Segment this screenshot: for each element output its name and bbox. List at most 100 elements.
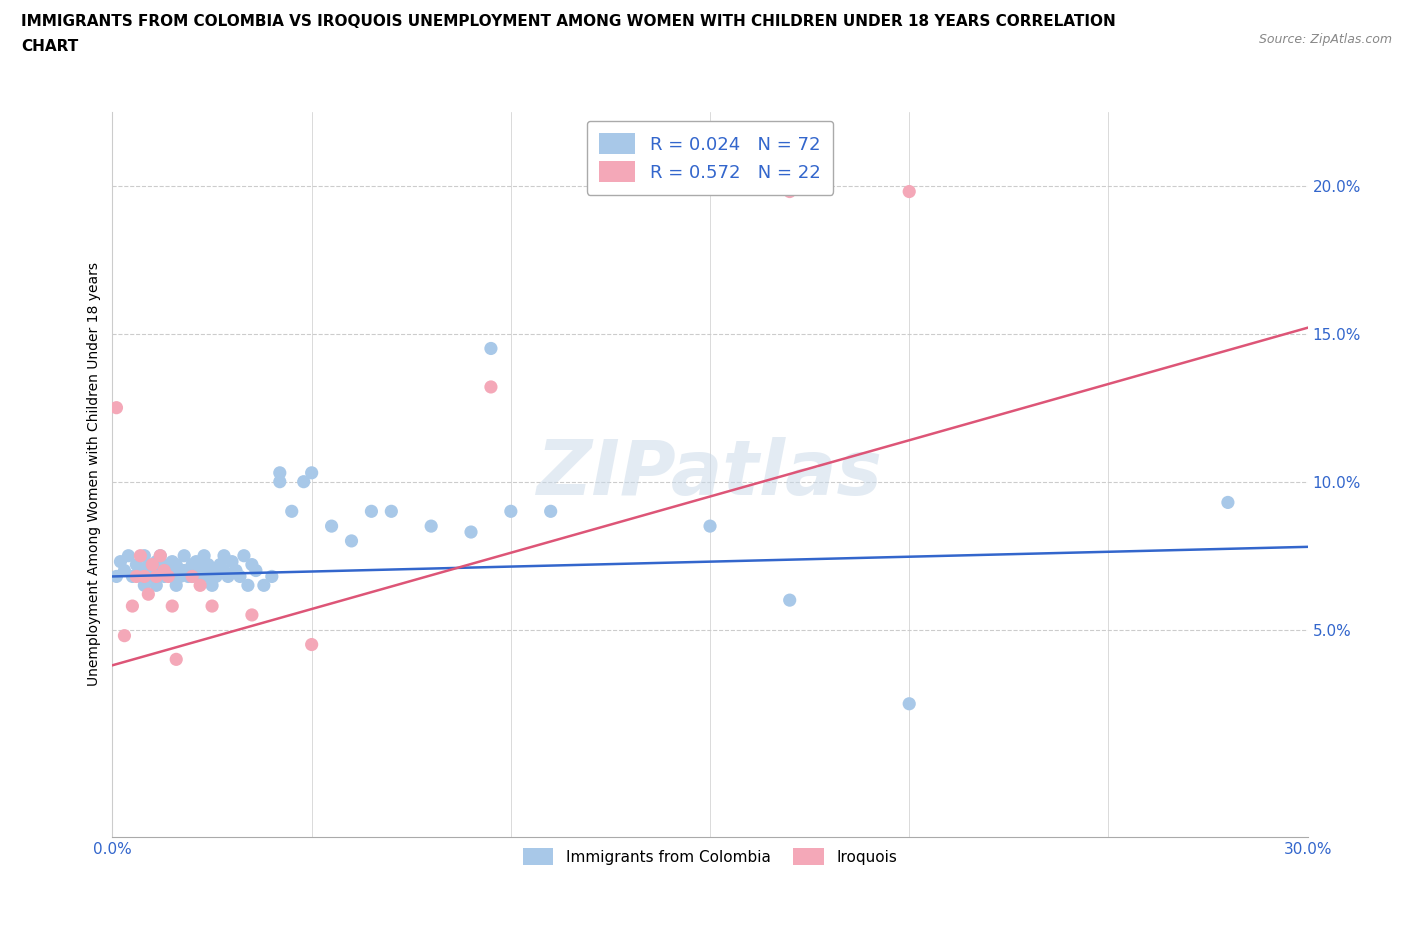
- Point: [149, 563, 172, 578]
- Point: [141, 557, 163, 572]
- Point: [236, 578, 259, 592]
- Point: [149, 549, 172, 564]
- Point: [499, 504, 522, 519]
- Point: [157, 563, 180, 578]
- Point: [188, 563, 211, 578]
- Point: [193, 549, 215, 564]
- Point: [292, 474, 315, 489]
- Y-axis label: Unemployment Among Women with Children Under 18 years: Unemployment Among Women with Children U…: [87, 262, 101, 686]
- Point: [188, 569, 211, 584]
- Point: [157, 569, 180, 584]
- Point: [205, 569, 228, 584]
- Point: [898, 184, 921, 199]
- Point: [162, 554, 183, 569]
- Point: [779, 184, 801, 199]
- Legend: Immigrants from Colombia, Iroquois: Immigrants from Colombia, Iroquois: [515, 840, 905, 873]
- Point: [1216, 495, 1239, 510]
- Point: [117, 549, 139, 564]
- Point: [420, 519, 443, 534]
- Point: [181, 557, 204, 572]
- Text: Source: ZipAtlas.com: Source: ZipAtlas.com: [1258, 33, 1392, 46]
- Point: [479, 341, 502, 356]
- Point: [253, 578, 276, 592]
- Point: [145, 569, 167, 584]
- Point: [269, 474, 291, 489]
- Point: [221, 554, 243, 569]
- Point: [260, 569, 283, 584]
- Point: [149, 549, 172, 564]
- Point: [245, 563, 267, 578]
- Point: [321, 519, 343, 534]
- Point: [898, 697, 921, 711]
- Point: [212, 563, 235, 578]
- Point: [134, 549, 156, 564]
- Point: [169, 569, 191, 584]
- Point: [269, 465, 291, 480]
- Point: [217, 569, 239, 584]
- Point: [125, 557, 148, 572]
- Point: [209, 557, 232, 572]
- Point: [240, 557, 263, 572]
- Point: [188, 578, 211, 592]
- Point: [186, 554, 208, 569]
- Point: [153, 569, 176, 584]
- Point: [153, 563, 176, 578]
- Point: [340, 534, 363, 549]
- Point: [129, 549, 152, 564]
- Point: [177, 569, 200, 584]
- Point: [281, 504, 304, 519]
- Point: [169, 563, 191, 578]
- Point: [240, 607, 263, 622]
- Point: [125, 569, 148, 584]
- Point: [197, 569, 219, 584]
- Point: [212, 549, 235, 564]
- Point: [699, 519, 721, 534]
- Text: IMMIGRANTS FROM COLOMBIA VS IROQUOIS UNEMPLOYMENT AMONG WOMEN WITH CHILDREN UNDE: IMMIGRANTS FROM COLOMBIA VS IROQUOIS UNE…: [21, 14, 1116, 29]
- Point: [162, 599, 183, 614]
- Point: [779, 592, 801, 607]
- Point: [173, 549, 195, 564]
- Point: [114, 629, 135, 644]
- Point: [110, 554, 132, 569]
- Point: [165, 557, 187, 572]
- Text: CHART: CHART: [21, 39, 79, 54]
- Point: [301, 637, 323, 652]
- Point: [138, 557, 160, 572]
- Point: [460, 525, 482, 539]
- Point: [165, 652, 187, 667]
- Point: [181, 569, 204, 584]
- Point: [229, 569, 252, 584]
- Point: [540, 504, 562, 519]
- Point: [105, 569, 128, 584]
- Point: [134, 578, 156, 592]
- Point: [360, 504, 382, 519]
- Point: [201, 578, 224, 592]
- Text: ZIPatlas: ZIPatlas: [537, 437, 883, 512]
- Point: [181, 569, 204, 584]
- Point: [153, 557, 176, 572]
- Point: [145, 554, 167, 569]
- Point: [141, 563, 163, 578]
- Point: [121, 599, 143, 614]
- Point: [233, 549, 256, 564]
- Point: [165, 578, 187, 592]
- Point: [197, 557, 219, 572]
- Point: [138, 587, 160, 602]
- Point: [134, 569, 156, 584]
- Point: [121, 569, 143, 584]
- Point: [129, 569, 152, 584]
- Point: [138, 569, 160, 584]
- Point: [129, 563, 152, 578]
- Point: [105, 400, 128, 415]
- Point: [141, 569, 163, 584]
- Point: [162, 569, 183, 584]
- Point: [479, 379, 502, 394]
- Point: [114, 563, 135, 578]
- Point: [201, 563, 224, 578]
- Point: [145, 578, 167, 592]
- Point: [380, 504, 402, 519]
- Point: [173, 563, 195, 578]
- Point: [225, 563, 247, 578]
- Point: [301, 465, 323, 480]
- Point: [201, 599, 224, 614]
